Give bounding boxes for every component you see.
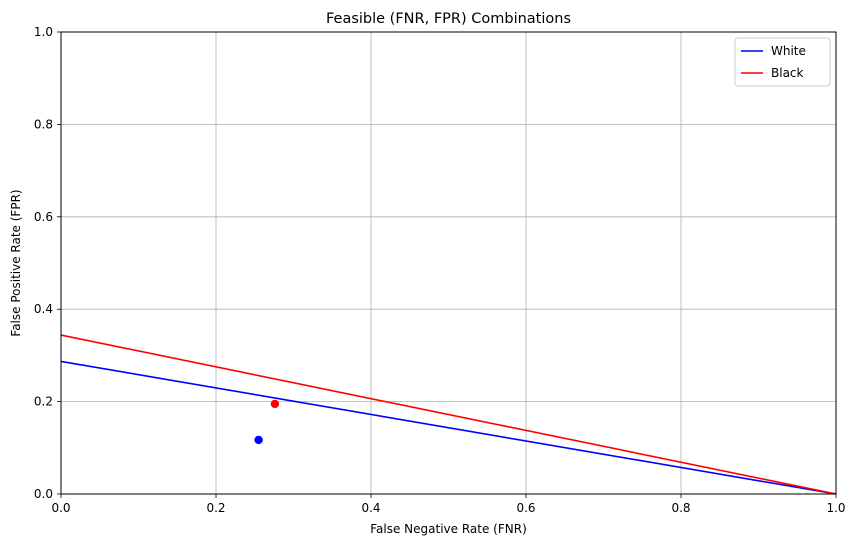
x-tick-label: 0.8: [671, 501, 690, 515]
x-axis-title: False Negative Rate (FNR): [370, 522, 527, 536]
x-axis-ticks: 0.0 0.2 0.4 0.6 0.8 1.0: [51, 494, 846, 515]
series-line-black: [60, 334, 837, 495]
y-tick-label: 0.6: [34, 210, 53, 224]
y-axis-ticks: 0.0 0.2 0.4 0.6 0.8 1.0: [34, 25, 61, 501]
legend: White Black: [734, 37, 831, 87]
legend-label-white: White: [771, 44, 806, 58]
data-point: [254, 435, 263, 445]
data-points: [254, 399, 280, 445]
data-point: [270, 399, 280, 409]
y-tick-label: 1.0: [34, 25, 53, 39]
plot-frame: [60, 31, 837, 495]
legend-box: [734, 37, 831, 87]
y-tick-label: 0.8: [34, 117, 53, 131]
series-lines: [60, 334, 837, 495]
x-tick-label: 0.2: [206, 501, 225, 515]
x-tick-label: 0.4: [361, 501, 380, 515]
x-tick-label: 0.0: [51, 501, 70, 515]
chart-title: Feasible (FNR, FPR) Combinations: [326, 11, 571, 27]
x-tick-label: 1.0: [826, 501, 845, 515]
y-tick-label: 0.4: [34, 302, 53, 316]
x-tick-label: 0.6: [516, 501, 535, 515]
y-axis-title: False Positive Rate (FPR): [9, 189, 23, 336]
y-tick-label: 0.0: [34, 487, 53, 501]
y-tick-label: 0.2: [34, 395, 53, 409]
series-line-white: [60, 360, 837, 495]
legend-label-black: Black: [771, 66, 804, 80]
